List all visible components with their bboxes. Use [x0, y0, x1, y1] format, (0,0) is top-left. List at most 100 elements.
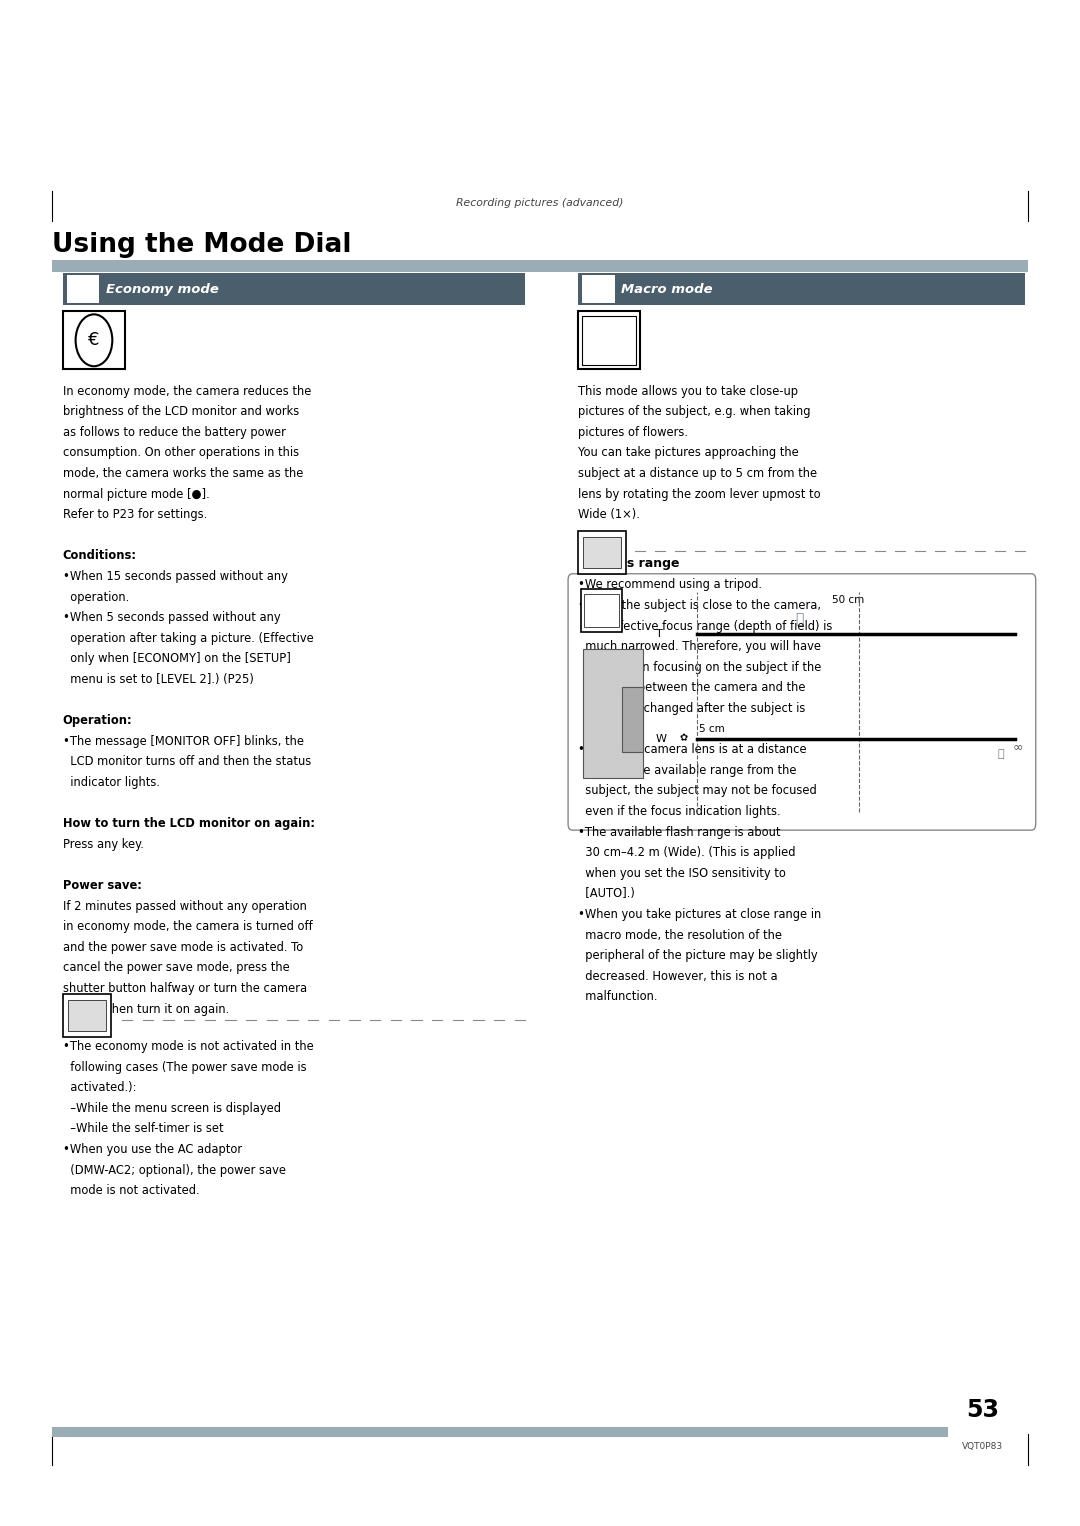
Bar	[67, 275, 99, 302]
Text: and the power save mode is activated. To: and the power save mode is activated. To	[63, 940, 302, 954]
Text: 50 cm: 50 cm	[832, 595, 864, 606]
Text: ✿: ✿	[594, 284, 603, 295]
Text: ⛰: ⛰	[998, 749, 1004, 758]
Text: as follows to reduce the battery power: as follows to reduce the battery power	[63, 426, 285, 439]
Text: ✿: ✿	[597, 606, 606, 615]
Text: •When 15 seconds passed without any: •When 15 seconds passed without any	[63, 569, 287, 583]
Text: Power save:: Power save:	[63, 879, 141, 893]
Text: ■ Focus range: ■ Focus range	[578, 557, 679, 571]
Text: in economy mode, the camera is turned off: in economy mode, the camera is turned of…	[63, 920, 312, 934]
Text: 5 cm: 5 cm	[699, 723, 725, 734]
Bar	[582, 316, 636, 365]
Text: ✏: ✏	[598, 546, 606, 555]
Text: mode is not activated.: mode is not activated.	[63, 1184, 200, 1198]
Text: This mode allows you to take close-up: This mode allows you to take close-up	[578, 385, 798, 398]
Text: the effective focus range (depth of field) is: the effective focus range (depth of fiel…	[578, 620, 833, 633]
Text: macro mode, the resolution of the: macro mode, the resolution of the	[578, 928, 782, 942]
Bar	[578, 531, 626, 574]
Text: Using the Mode Dial: Using the Mode Dial	[52, 232, 351, 258]
Bar	[578, 311, 640, 369]
Text: subject is changed after the subject is: subject is changed after the subject is	[578, 702, 806, 716]
Text: off and then turn it on again.: off and then turn it on again.	[63, 1003, 229, 1016]
Text: T: T	[656, 629, 662, 638]
Text: lens by rotating the zoom lever upmost to: lens by rotating the zoom lever upmost t…	[578, 488, 821, 501]
Text: decreased. However, this is not a: decreased. However, this is not a	[578, 971, 778, 983]
Text: subject, the subject may not be focused: subject, the subject may not be focused	[578, 784, 816, 798]
Bar	[68, 1001, 106, 1032]
Text: 30 cm–4.2 m (Wide). (This is applied: 30 cm–4.2 m (Wide). (This is applied	[578, 845, 795, 859]
Text: •We recommend using a tripod.: •We recommend using a tripod.	[578, 578, 761, 592]
Text: E: E	[79, 282, 87, 296]
Bar	[578, 273, 1025, 305]
Bar	[52, 261, 1028, 272]
Bar	[583, 649, 643, 778]
Bar	[63, 995, 111, 1038]
Text: •The economy mode is not activated in the: •The economy mode is not activated in th…	[63, 1041, 313, 1053]
Text: beyond the available range from the: beyond the available range from the	[578, 763, 796, 777]
Text: subject at a distance up to 5 cm from the: subject at a distance up to 5 cm from th…	[578, 467, 816, 481]
Text: peripheral of the picture may be slightly: peripheral of the picture may be slightl…	[578, 949, 818, 963]
Text: menu is set to [LEVEL 2].) (P25): menu is set to [LEVEL 2].) (P25)	[63, 673, 254, 687]
Text: In economy mode, the camera reduces the: In economy mode, the camera reduces the	[63, 385, 311, 398]
Bar	[63, 311, 125, 369]
Text: normal picture mode [●].: normal picture mode [●].	[63, 488, 210, 501]
Text: (DMW-AC2; optional), the power save: (DMW-AC2; optional), the power save	[63, 1163, 285, 1177]
Text: €: €	[89, 331, 99, 349]
Text: difficulty in focusing on the subject if the: difficulty in focusing on the subject if…	[578, 661, 821, 674]
Text: Economy mode: Economy mode	[106, 282, 219, 296]
Text: only when [ECONOMY] on the [SETUP]: only when [ECONOMY] on the [SETUP]	[63, 653, 291, 665]
Text: [AUTO].): [AUTO].)	[578, 888, 635, 900]
Text: Conditions:: Conditions:	[63, 549, 137, 563]
Text: cancel the power save mode, press the: cancel the power save mode, press the	[63, 961, 289, 975]
Bar	[583, 537, 621, 568]
Text: indicator lights.: indicator lights.	[63, 775, 160, 789]
Text: Recording pictures (advanced): Recording pictures (advanced)	[457, 198, 623, 209]
Bar	[52, 1427, 948, 1437]
Text: operation.: operation.	[63, 591, 129, 604]
Text: activated.):: activated.):	[63, 1080, 136, 1094]
Text: •When the subject is close to the camera,: •When the subject is close to the camera…	[578, 598, 821, 612]
Text: Press any key.: Press any key.	[63, 838, 144, 852]
Text: You can take pictures approaching the: You can take pictures approaching the	[578, 446, 798, 459]
Text: focused.: focused.	[578, 723, 634, 736]
Text: VQT0P83: VQT0P83	[962, 1442, 1003, 1451]
Text: malfunction.: malfunction.	[578, 990, 658, 1004]
Text: LCD monitor turns off and then the status: LCD monitor turns off and then the statu…	[63, 755, 311, 769]
Text: •The message [MONITOR OFF] blinks, the: •The message [MONITOR OFF] blinks, the	[63, 736, 303, 748]
Text: •When 5 seconds passed without any: •When 5 seconds passed without any	[63, 610, 281, 624]
Text: brightness of the LCD monitor and works: brightness of the LCD monitor and works	[63, 404, 299, 418]
Text: •When the camera lens is at a distance: •When the camera lens is at a distance	[578, 743, 807, 757]
Text: shutter button halfway or turn the camera: shutter button halfway or turn the camer…	[63, 983, 307, 995]
Text: •When you use the AC adaptor: •When you use the AC adaptor	[63, 1143, 242, 1157]
Text: •When you take pictures at close range in: •When you take pictures at close range i…	[578, 908, 821, 922]
Text: 53: 53	[967, 1398, 999, 1422]
Bar	[582, 275, 615, 302]
Text: Refer to P23 for settings.: Refer to P23 for settings.	[63, 508, 207, 522]
Bar	[63, 273, 525, 305]
Text: –While the menu screen is displayed: –While the menu screen is displayed	[63, 1102, 281, 1116]
Text: Wide (1×).: Wide (1×).	[578, 508, 639, 522]
Text: operation after taking a picture. (Effective: operation after taking a picture. (Effec…	[63, 632, 313, 645]
Text: 🚶: 🚶	[795, 612, 804, 626]
Text: ✿: ✿	[600, 331, 618, 349]
Text: pictures of flowers.: pictures of flowers.	[578, 426, 688, 439]
Text: •The available flash range is about: •The available flash range is about	[578, 826, 781, 839]
FancyBboxPatch shape	[568, 574, 1036, 830]
Text: even if the focus indication lights.: even if the focus indication lights.	[578, 806, 781, 818]
Text: W: W	[656, 734, 666, 743]
Text: when you set the ISO sensitivity to: when you set the ISO sensitivity to	[578, 867, 785, 881]
Text: much narrowed. Therefore, you will have: much narrowed. Therefore, you will have	[578, 641, 821, 653]
Text: following cases (The power save mode is: following cases (The power save mode is	[63, 1061, 307, 1074]
Text: Operation:: Operation:	[63, 714, 132, 728]
Text: How to turn the LCD monitor on again:: How to turn the LCD monitor on again:	[63, 818, 314, 830]
Text: pictures of the subject, e.g. when taking: pictures of the subject, e.g. when takin…	[578, 404, 810, 418]
Text: ✿: ✿	[679, 734, 688, 743]
Text: consumption. On other operations in this: consumption. On other operations in this	[63, 446, 299, 459]
Bar	[581, 589, 622, 632]
Text: ∞: ∞	[1012, 740, 1023, 752]
Bar	[622, 687, 643, 752]
Text: Macro mode: Macro mode	[621, 282, 713, 296]
Bar	[584, 594, 619, 627]
Text: If 2 minutes passed without any operation: If 2 minutes passed without any operatio…	[63, 899, 307, 913]
Text: –While the self-timer is set: –While the self-timer is set	[63, 1123, 224, 1135]
